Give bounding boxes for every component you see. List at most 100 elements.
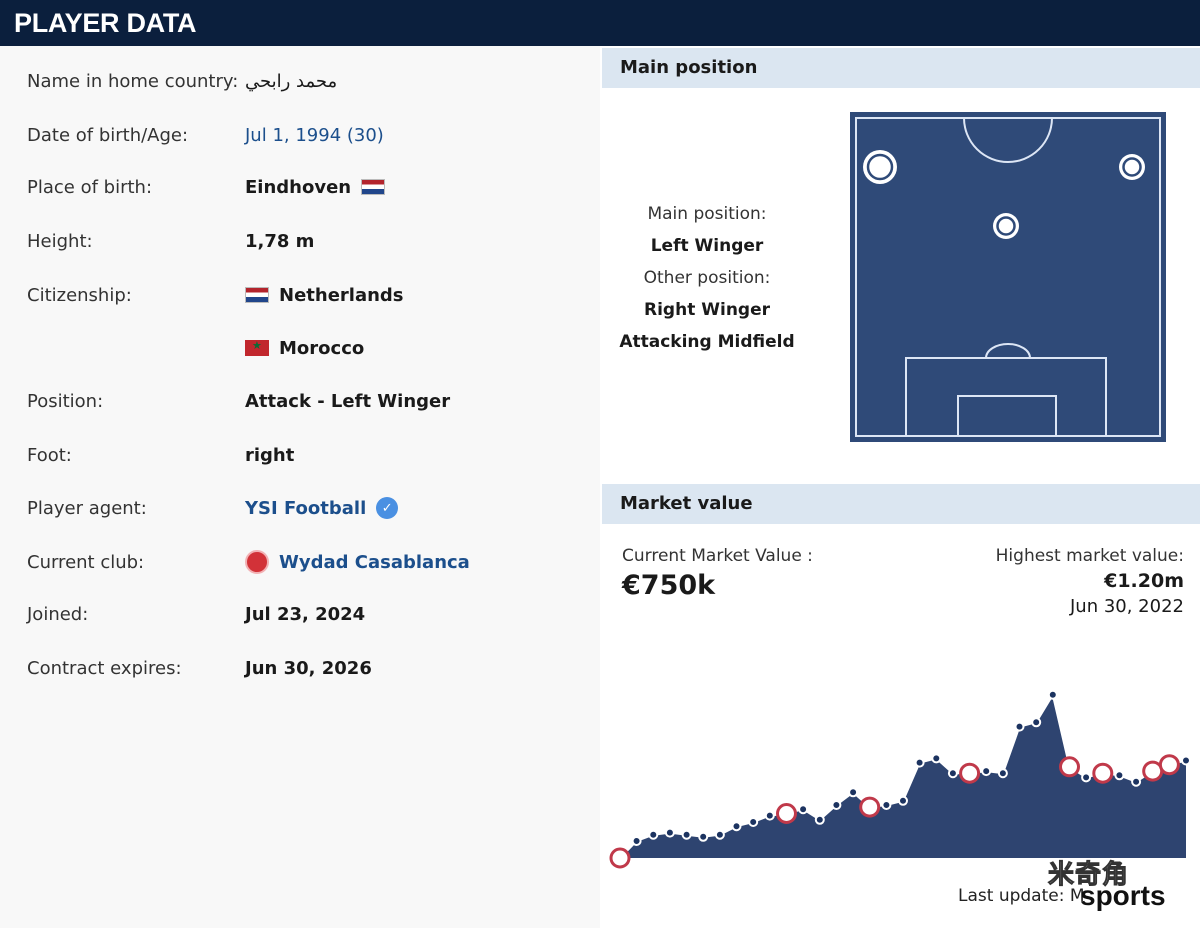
market-value-point[interactable] — [947, 768, 958, 779]
main-position-value: Left Winger — [650, 236, 764, 256]
netherlands-flag-icon — [245, 287, 269, 303]
current-market-value-label: Current Market Value : — [622, 546, 813, 566]
club-marker-point[interactable] — [1158, 754, 1180, 776]
citizenship-text: Morocco — [279, 337, 365, 359]
contract-label: Contract expires: — [27, 657, 182, 679]
side-panel: Main position Main position: Left Winger… — [600, 46, 1200, 928]
citizenship-value-2: Morocco — [245, 338, 364, 359]
club-marker-point[interactable] — [859, 796, 881, 818]
market-value-point[interactable] — [1081, 772, 1092, 783]
height-value: 1,78 m — [245, 230, 315, 252]
market-value-area — [620, 694, 1186, 858]
club-marker-point[interactable] — [776, 803, 797, 824]
morocco-flag-icon — [245, 339, 269, 356]
current-market-value: €750k — [622, 570, 716, 601]
info-row-foot: Foot: right — [27, 440, 587, 470]
birthplace-text: Eindhoven — [245, 176, 352, 198]
player-info-panel: Name in home country: محمد رابحي Date of… — [0, 46, 600, 928]
market-value-point[interactable] — [997, 768, 1008, 779]
market-value-point[interactable] — [648, 829, 659, 840]
verified-check-icon: ✓ — [376, 497, 399, 519]
pitch-field — [850, 112, 1166, 442]
info-row-birthplace: Place of birth: Eindhoven — [27, 172, 587, 202]
info-row-height: Height: 1,78 m — [27, 226, 587, 256]
club-marker-point[interactable] — [1092, 762, 1114, 784]
market-value-point[interactable] — [848, 787, 859, 798]
info-row-citizenship-2: Morocco — [27, 333, 587, 363]
market-value-point[interactable] — [1047, 689, 1058, 700]
joined-label: Joined: — [27, 603, 89, 625]
market-value-point[interactable] — [898, 795, 908, 806]
market-value-point[interactable] — [631, 836, 642, 846]
market-value-point[interactable] — [764, 810, 775, 821]
watermark-logo: 米奇角 — [1047, 860, 1130, 891]
market-value-point[interactable] — [698, 831, 709, 842]
market-value-point[interactable] — [931, 753, 942, 764]
main-position-marker-ring — [866, 153, 894, 181]
page-title: PLAYER DATA — [0, 0, 1200, 46]
market-value-point[interactable] — [981, 766, 992, 777]
club-name[interactable]: Wydad Casablanca — [279, 551, 470, 573]
main-position-label: Main position: — [647, 204, 767, 224]
position-label: Position: — [27, 390, 104, 412]
market-value-point[interactable] — [731, 821, 742, 832]
info-row-club: Current club: Wydad Casablanca — [27, 547, 587, 577]
highest-market-value: €1.20m — [1104, 570, 1184, 592]
info-row-joined: Joined: Jul 23, 2024 — [27, 599, 587, 629]
highest-market-value-label: Highest market value: — [995, 546, 1184, 566]
info-row-agent: Player agent: YSI Football ✓ — [27, 493, 587, 523]
other-position-marker-rw-ring — [1122, 157, 1142, 177]
market-value-point[interactable] — [831, 800, 842, 810]
dob-link[interactable]: Jul 1, 1994 (30) — [245, 124, 384, 146]
market-value-point[interactable] — [1031, 717, 1042, 728]
contract-value: Jun 30, 2026 — [245, 657, 372, 679]
info-row-name-home: Name in home country: محمد رابحي — [27, 66, 587, 96]
goal-area — [957, 395, 1057, 437]
agent-name[interactable]: YSI Football — [245, 497, 367, 519]
last-update-text: Last update: M — [958, 886, 1085, 906]
market-value-point[interactable] — [664, 827, 675, 838]
agent-link[interactable]: YSI Football ✓ — [245, 497, 399, 519]
market-value-point[interactable] — [748, 817, 759, 827]
watermark-brand: sports — [1080, 880, 1166, 911]
market-value-point[interactable] — [714, 829, 725, 840]
citizenship-label: Citizenship: — [27, 284, 132, 306]
market-value-heading: Market value — [602, 484, 1200, 524]
netherlands-flag-icon — [361, 179, 386, 195]
club-crest-icon[interactable] — [245, 550, 269, 574]
club-link[interactable]: Wydad Casablanca — [245, 550, 470, 574]
joined-value: Jul 23, 2024 — [245, 603, 366, 625]
club-marker-point[interactable] — [1059, 756, 1080, 778]
club-label: Current club: — [27, 551, 145, 573]
info-row-dob: Date of birth/Age: Jul 1, 1994 (30) — [27, 120, 587, 150]
position-summary: Main position: Left Winger Other positio… — [612, 198, 802, 358]
name-home-value: محمد رابحي — [245, 70, 338, 92]
market-value-point[interactable] — [1131, 776, 1142, 787]
citizenship-value-1: Netherlands — [245, 285, 404, 306]
market-value-point[interactable] — [1181, 755, 1191, 766]
market-value-point[interactable] — [881, 800, 892, 810]
market-value-point[interactable] — [681, 829, 692, 840]
other-position-value: Right Winger — [644, 300, 770, 320]
main-position-heading: Main position — [602, 48, 1200, 88]
club-marker-point[interactable] — [959, 762, 981, 784]
penalty-arc — [985, 343, 1031, 359]
birthplace-label: Place of birth: — [27, 176, 153, 198]
info-row-citizenship: Citizenship: Netherlands — [27, 280, 587, 310]
market-value-point[interactable] — [914, 757, 925, 768]
foot-label: Foot: — [27, 444, 72, 466]
market-value-point[interactable] — [1114, 770, 1125, 781]
market-value-point[interactable] — [1014, 721, 1025, 732]
name-home-label: Name in home country: — [27, 70, 239, 92]
other-position-marker-am-ring — [996, 216, 1016, 236]
info-row-position: Position: Attack - Left Winger — [27, 386, 587, 416]
market-value-point[interactable] — [814, 814, 825, 825]
info-row-contract: Contract expires: Jun 30, 2026 — [27, 653, 587, 683]
club-marker-point[interactable] — [609, 847, 631, 869]
foot-value: right — [245, 444, 295, 466]
market-value-point[interactable] — [798, 804, 809, 815]
other-position-label: Other position: — [643, 268, 771, 288]
market-value-chart[interactable] — [600, 636, 1200, 876]
highest-market-value-date: Jun 30, 2022 — [1069, 596, 1184, 617]
birthplace-value: Eindhoven — [245, 176, 386, 198]
